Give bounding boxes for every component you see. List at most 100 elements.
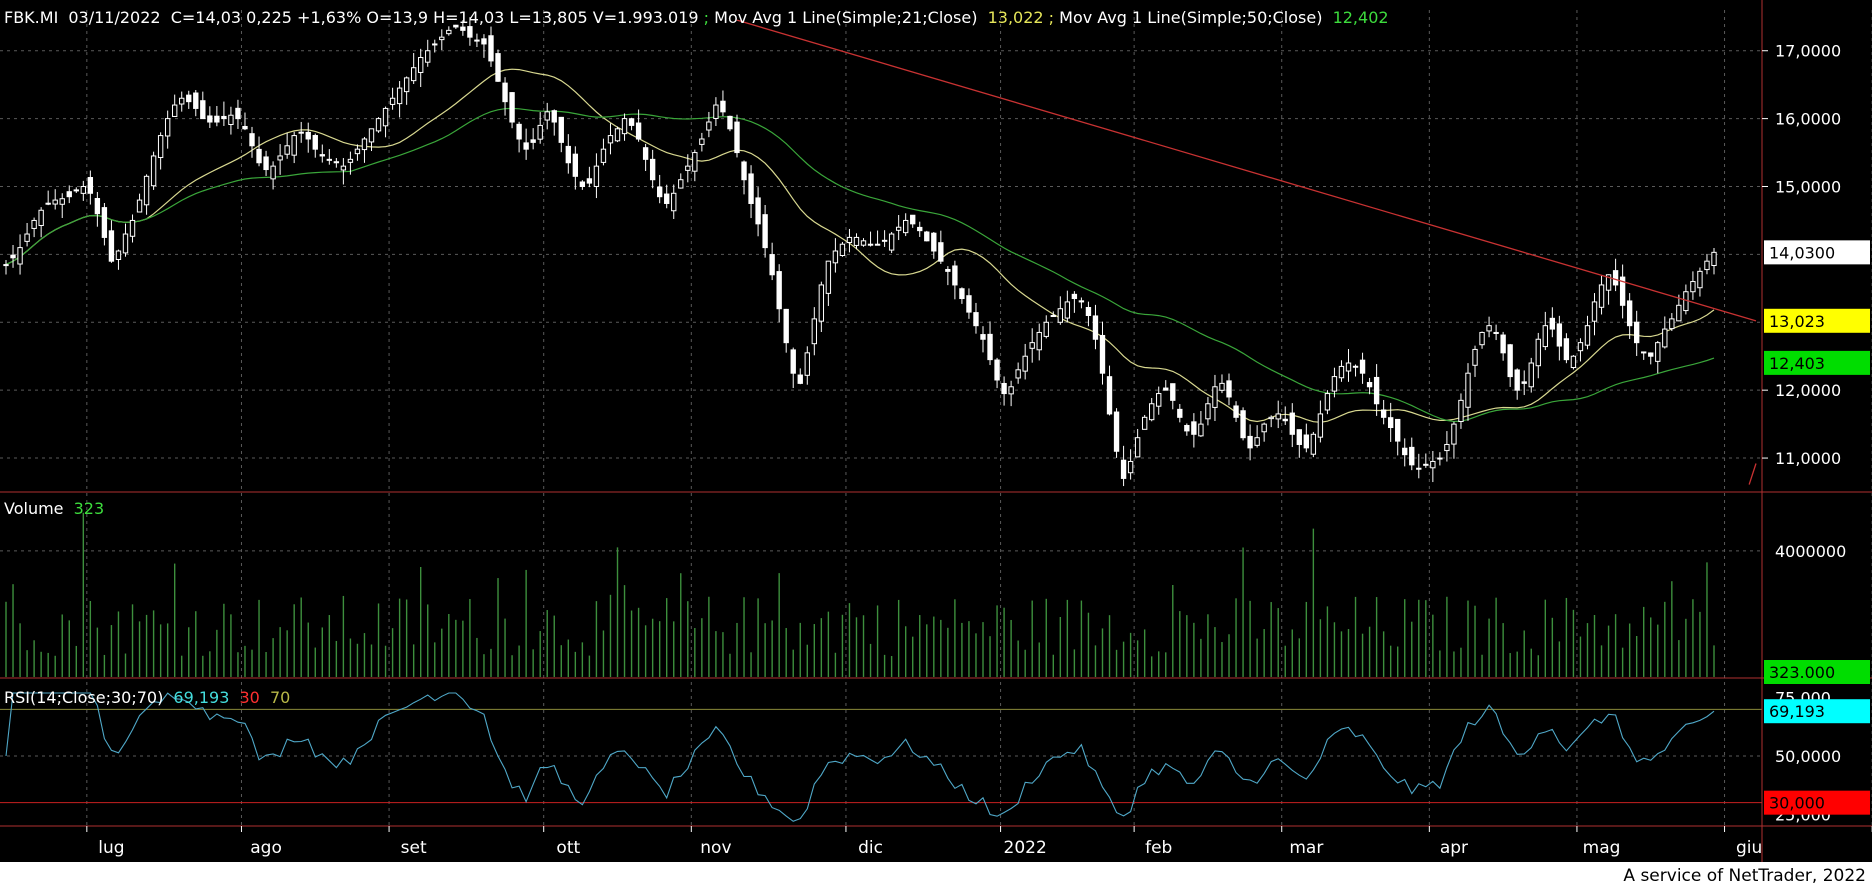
candle-body — [403, 77, 410, 93]
candle-body — [1163, 387, 1169, 391]
x-tick-label-mar: mar — [1289, 838, 1323, 858]
candle-body — [1078, 300, 1085, 303]
candle-body — [607, 135, 614, 144]
candle-body — [446, 29, 452, 35]
candle-body — [1317, 413, 1324, 438]
candle-body — [460, 26, 466, 31]
x-tick-label-apr: apr — [1440, 838, 1468, 858]
candle-body — [1542, 325, 1548, 348]
candle-body — [1268, 416, 1274, 420]
candle-body — [1008, 386, 1014, 395]
candle-body — [586, 178, 593, 184]
candle-body — [1486, 325, 1492, 332]
candle-body — [1612, 270, 1619, 286]
volume-label: Volume — [4, 499, 64, 518]
candle-body — [1423, 463, 1429, 466]
candle-body — [319, 154, 325, 157]
candle-body — [347, 158, 354, 163]
candle-body — [474, 39, 480, 42]
candle-body — [1584, 325, 1591, 346]
candle-body — [87, 177, 94, 194]
candle-body — [207, 115, 213, 123]
candle-body — [214, 115, 220, 123]
candle-body — [1015, 369, 1021, 379]
candle-body — [811, 318, 817, 345]
x-tick-label-2022: 2022 — [1004, 838, 1047, 858]
candle-body — [361, 138, 368, 151]
candle-body — [804, 352, 810, 376]
candle-body — [1479, 331, 1485, 346]
x-tick-label-giu: giu — [1736, 838, 1762, 858]
candle-body — [122, 233, 129, 254]
candle-body — [945, 268, 951, 272]
candle-body — [769, 254, 775, 276]
candle-body — [544, 111, 550, 121]
candle-body — [952, 265, 958, 286]
candle-body — [839, 243, 846, 257]
candle-body — [1134, 437, 1141, 458]
candle-body — [903, 219, 909, 234]
candle-body — [825, 260, 832, 294]
candle-body — [270, 165, 276, 180]
candle-body — [31, 219, 37, 229]
price-header: FBK.MI 03/11/2022 C=14,03 0,225 +1,63% O… — [4, 8, 1389, 27]
candle-body — [1451, 423, 1457, 445]
candle-body — [1458, 399, 1464, 423]
candle-body — [1036, 331, 1042, 351]
candle-body — [1605, 274, 1612, 291]
candle-body — [558, 116, 564, 143]
candle-body — [242, 125, 248, 130]
candle-body — [193, 92, 199, 109]
candle-body — [1043, 321, 1049, 337]
candle-body — [1690, 281, 1696, 293]
volume-last-text: 323.000 — [1769, 663, 1835, 682]
candle-body — [713, 104, 719, 119]
candle-body — [720, 100, 726, 113]
candle-body — [537, 124, 543, 140]
candle-body — [1437, 457, 1443, 460]
candle-body — [326, 158, 333, 161]
candle-body — [108, 230, 115, 262]
candle-body — [628, 118, 635, 126]
candle-body — [1149, 403, 1155, 421]
candle-body — [1282, 418, 1288, 422]
candle-body — [741, 161, 747, 181]
candle-body — [846, 236, 853, 243]
candle-body — [52, 199, 58, 205]
price-tick-label: 17,0000 — [1775, 42, 1841, 61]
candle-body — [1120, 459, 1127, 479]
candle-body — [1366, 382, 1373, 388]
rsi-value: 69,193 — [173, 688, 229, 707]
candle-body — [600, 148, 607, 163]
candle-body — [453, 24, 459, 28]
candle-body — [931, 232, 937, 252]
candle-body — [818, 284, 825, 322]
last-price-box — [1764, 240, 1870, 265]
candle-body — [1619, 276, 1626, 306]
candle-body — [980, 334, 986, 340]
candle-body — [1324, 393, 1331, 411]
candle-body — [734, 121, 740, 154]
rsi-high: 70 — [270, 688, 290, 707]
candle-body — [1634, 321, 1640, 344]
candle-body — [45, 202, 51, 205]
candle-body — [692, 152, 698, 172]
candle-body — [853, 236, 860, 246]
rsi-last-box — [1764, 699, 1870, 724]
candle-body — [80, 186, 86, 194]
ma50-label: Mov Avg 1 Line(Simple;50;Close) — [1059, 8, 1322, 27]
candle-body — [1338, 365, 1345, 379]
candle-body — [1563, 338, 1570, 361]
stock-chart[interactable]: 17,0000 16,0000 15,0000 12,0000 11,0000 40000… — [0, 0, 1872, 862]
candle-body — [312, 135, 318, 150]
candle-body — [685, 165, 691, 171]
candle-body — [678, 179, 684, 189]
candle-body — [291, 135, 297, 156]
ma21-value: 13,022 — [988, 8, 1044, 27]
candle-body — [1127, 460, 1134, 474]
candle-body — [1240, 410, 1246, 439]
candle-body — [101, 207, 108, 238]
candle-body — [1261, 423, 1267, 433]
chart-window: 17,0000 16,0000 15,0000 12,0000 11,0000 40000… — [0, 0, 1872, 862]
candle-body — [129, 219, 136, 237]
